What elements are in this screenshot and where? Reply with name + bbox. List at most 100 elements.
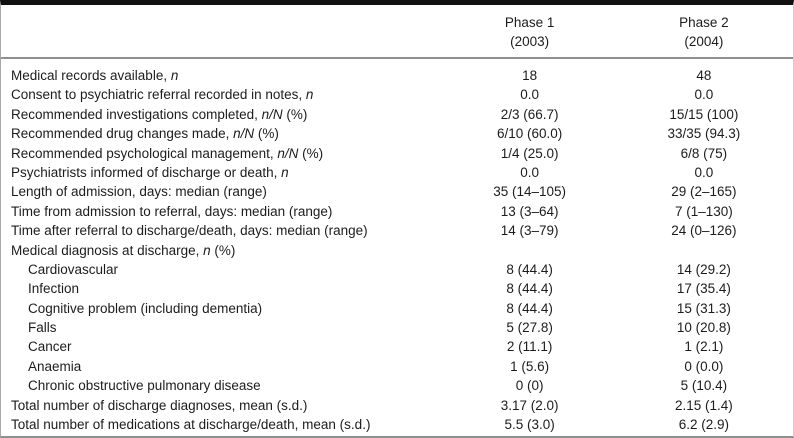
phase2-value: 10 (20.8) [676, 320, 731, 336]
row-label-text: Recommended investigations completed, [11, 106, 262, 122]
row-label-italic: n/N [261, 106, 283, 122]
row-label-italic: n [281, 164, 289, 180]
row-label: Total number of medications at discharge… [1, 415, 445, 434]
row-label-text: Cancer [28, 339, 72, 355]
phase1-value: 35 (14–105) [493, 184, 567, 200]
column-header-phase2: Phase 2 (2004) [615, 13, 793, 51]
phase2-value: 29 (2–165) [671, 184, 737, 200]
phase1-value: 14 (3–79) [500, 223, 559, 239]
row-label: Time from admission to referral, days: m… [1, 202, 445, 221]
table-row: Recommended psychological management, n/… [1, 144, 793, 163]
row-label-text: Cardiovascular [28, 261, 119, 277]
row-label-italic: n/N [233, 126, 255, 142]
row-label: Cardiovascular [1, 260, 445, 279]
table-row: Recommended investigations completed, n/… [1, 105, 793, 124]
row-label-suffix: (%) [282, 106, 308, 122]
column-header-phase1: Phase 1 (2003) [445, 13, 615, 51]
row-label-italic: n [203, 242, 211, 258]
phase2-value: 0.0 [694, 164, 714, 180]
row-label-text: Total number of medications at discharge… [11, 417, 371, 433]
row-label-text: Time from admission to referral, days: m… [11, 203, 333, 219]
row-label-text: Psychiatrists informed of discharge or d… [11, 164, 282, 180]
phase2-value: 7 (1–130) [674, 203, 733, 219]
phase1-value: 0 (0) [515, 378, 544, 394]
row-label-text: Cognitive problem (including dementia) [28, 300, 263, 316]
phase1-value: 1 (5.6) [510, 358, 550, 374]
table-body: Medical records available, n 18 48 Conse… [1, 59, 793, 436]
phase2-value: 24 (0–126) [671, 223, 737, 239]
phase1-value: 18 [522, 68, 538, 83]
table-row: Length of admission, days: median (range… [1, 182, 793, 201]
phase1-value: 8 (44.4) [506, 261, 553, 277]
row-label-italic: n [305, 87, 314, 103]
phase2-value: 1 (2.1) [684, 339, 724, 355]
row-label-text: Medical records available, [11, 68, 171, 83]
row-label: Chronic obstructive pulmonary disease [1, 376, 445, 395]
phase1-value: 5.5 (3.0) [504, 417, 555, 433]
phase2-value: 6/8 (75) [680, 145, 728, 161]
row-label: Psychiatrists informed of discharge or d… [1, 163, 445, 182]
row-label-text: Total number of discharge diagnoses, mea… [11, 397, 308, 413]
phase1-value: 1/4 (25.0) [500, 145, 559, 161]
table-row: Recommended drug changes made, n/N (%) 6… [1, 124, 793, 143]
row-label-text: Length of admission, days: median (range… [11, 184, 267, 200]
row-label: Infection [1, 279, 445, 298]
phase1-value: 6/10 (60.0) [497, 126, 563, 142]
phase2-value: 6.2 (2.9) [678, 417, 730, 433]
phase2-value: 48 [696, 68, 712, 83]
table-row: Infection 8 (44.4) 17 (35.4) [1, 279, 793, 298]
phase1-label: Phase 1 [504, 15, 555, 30]
table-row: Total number of discharge diagnoses, mea… [1, 396, 793, 415]
phase2-value: 33/35 (94.3) [667, 126, 741, 142]
table-row: Cardiovascular 8 (44.4) 14 (29.2) [1, 260, 793, 279]
row-label-suffix: (%) [254, 126, 279, 142]
table-row: Medical records available, n 18 48 [1, 66, 793, 85]
table-row: Cognitive problem (including dementia) 8… [1, 299, 793, 318]
row-label-italic: n [170, 68, 179, 83]
row-label-text: Consent to psychiatric referral recorded… [11, 87, 306, 103]
row-label: Medical diagnosis at discharge, n (%) [1, 241, 445, 260]
phase2-value: 15 (31.3) [676, 300, 731, 316]
row-label: Cognitive problem (including dementia) [1, 299, 445, 318]
phase1-value: 8 (44.4) [506, 281, 553, 297]
phase1-value: 8 (44.4) [506, 300, 553, 316]
table-row: Psychiatrists informed of discharge or d… [1, 163, 793, 182]
row-label-suffix: (%) [298, 145, 324, 161]
phase1-value: 2/3 (66.7) [500, 106, 559, 122]
phase2-value: 0.0 [694, 87, 714, 103]
phase2-value: 5 (10.4) [680, 378, 728, 394]
table-row: Consent to psychiatric referral recorded… [1, 85, 793, 104]
row-label-text: Chronic obstructive pulmonary disease [28, 378, 261, 394]
phase1-value: 0.0 [520, 87, 540, 103]
row-label: Medical records available, n [1, 66, 445, 85]
table-row: Total number of medications at discharge… [1, 415, 793, 434]
phase2-value: 15/15 (100) [669, 106, 739, 122]
phase2-label: Phase 2 [679, 15, 729, 30]
row-label: Recommended psychological management, n/… [1, 144, 445, 163]
row-label: Recommended drug changes made, n/N (%) [1, 124, 445, 143]
phase1-value: 5 (27.8) [506, 320, 553, 336]
row-label: Consent to psychiatric referral recorded… [1, 85, 445, 104]
table-row: Time from admission to referral, days: m… [1, 202, 793, 221]
row-label: Anaemia [1, 357, 445, 376]
phase1-value: 0.0 [520, 164, 540, 180]
row-label-text: Anaemia [28, 358, 82, 374]
table-row: Chronic obstructive pulmonary disease 0 … [1, 376, 793, 395]
row-label-text: Falls [28, 320, 57, 336]
row-label-suffix: (%) [210, 242, 236, 258]
phase1-value: 3.17 (2.0) [500, 397, 559, 413]
row-label: Recommended investigations completed, n/… [1, 105, 445, 124]
row-label: Length of admission, days: median (range… [1, 182, 445, 201]
table-row: Cancer 2 (11.1) 1 (2.1) [1, 337, 793, 356]
phase2-value: 17 (35.4) [676, 281, 731, 297]
row-label-text: Recommended drug changes made, [11, 126, 234, 142]
phase2-value: 2.15 (1.4) [674, 397, 733, 413]
table-row: Falls 5 (27.8) 10 (20.8) [1, 318, 793, 337]
table-row: Time after referral to discharge/death, … [1, 221, 793, 240]
row-label-text: Infection [28, 281, 80, 297]
row-label: Falls [1, 318, 445, 337]
row-label: Total number of discharge diagnoses, mea… [1, 396, 445, 415]
row-label-text: Medical diagnosis at discharge, [11, 242, 204, 258]
phase1-year: (2003) [510, 34, 550, 49]
